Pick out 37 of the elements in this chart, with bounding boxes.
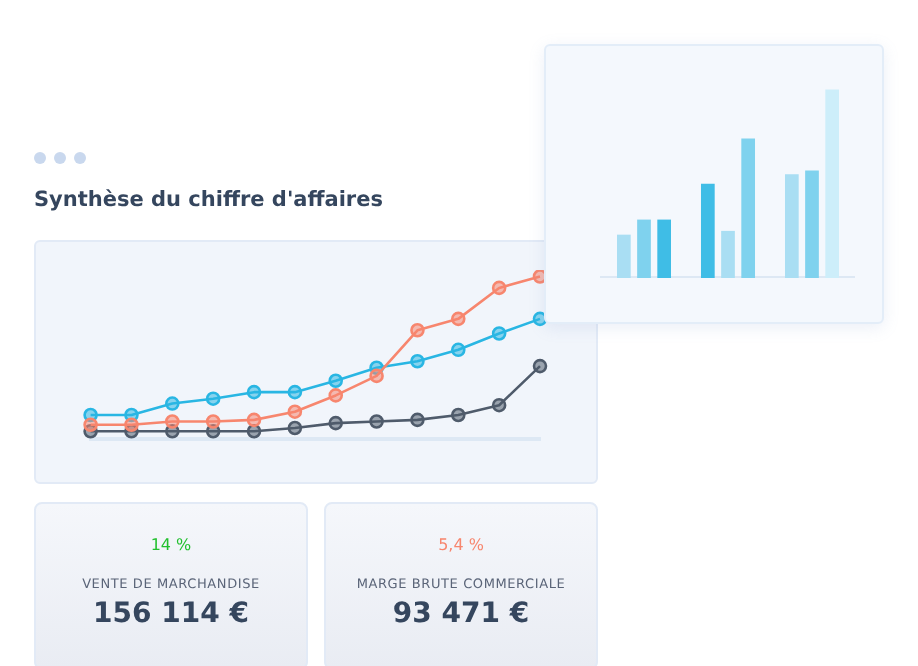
text: 156 114 € bbox=[91, 598, 251, 630]
point bbox=[532, 358, 548, 374]
point bbox=[369, 414, 384, 429]
text: 93 471 € bbox=[390, 598, 532, 630]
point bbox=[450, 342, 466, 358]
point bbox=[205, 414, 221, 429]
point bbox=[491, 280, 507, 296]
point bbox=[328, 388, 344, 403]
bar bbox=[616, 234, 631, 278]
point bbox=[328, 415, 344, 431]
point bbox=[287, 420, 303, 436]
bar bbox=[637, 219, 651, 278]
point bbox=[450, 407, 466, 423]
bar bbox=[784, 174, 799, 278]
point bbox=[491, 397, 507, 413]
point bbox=[205, 391, 221, 406]
text: 5,4 % bbox=[436, 536, 486, 554]
point bbox=[124, 417, 139, 433]
point bbox=[369, 368, 384, 384]
point bbox=[410, 412, 425, 428]
point bbox=[328, 373, 344, 389]
point bbox=[410, 322, 425, 338]
point bbox=[165, 414, 180, 429]
point bbox=[83, 417, 98, 433]
bar bbox=[657, 219, 672, 278]
text: 14 % bbox=[148, 536, 194, 554]
chart-title: Synthèse du chiffre d'affaires bbox=[34, 188, 383, 212]
point bbox=[246, 384, 262, 400]
point bbox=[491, 326, 507, 341]
point bbox=[410, 353, 425, 369]
point bbox=[165, 396, 180, 411]
point bbox=[246, 412, 262, 428]
point bbox=[450, 311, 466, 327]
bar bbox=[825, 89, 840, 278]
bar bbox=[805, 170, 819, 278]
point bbox=[287, 384, 303, 400]
point bbox=[287, 404, 303, 420]
